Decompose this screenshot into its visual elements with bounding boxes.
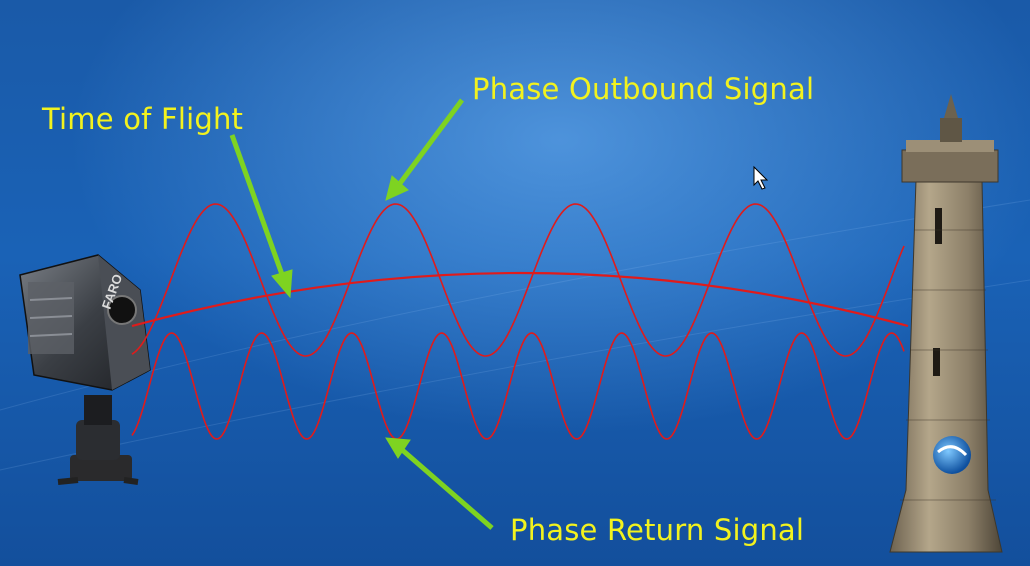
arrow-phase-return	[385, 437, 494, 530]
laser-scanner-icon: FARO	[19, 254, 151, 485]
phase-outbound-wave	[131, 203, 905, 357]
background-lines	[0, 199, 1030, 471]
globe-logo-icon	[933, 436, 971, 474]
arrow-time-of-flight	[229, 134, 293, 299]
arrow-phase-outbound	[385, 98, 465, 201]
mouse-cursor-icon	[753, 165, 769, 190]
annotation-arrows	[229, 98, 494, 530]
stone-tower-icon	[889, 94, 1003, 553]
time-of-flight-label: Time of Flight	[42, 102, 244, 136]
signal-waves	[131, 203, 909, 440]
phase-outbound-label: Phase Outbound Signal	[472, 72, 815, 106]
phase-return-wave	[131, 332, 905, 440]
time-of-flight-beam	[131, 271, 909, 328]
phase-return-label: Phase Return Signal	[510, 513, 805, 547]
